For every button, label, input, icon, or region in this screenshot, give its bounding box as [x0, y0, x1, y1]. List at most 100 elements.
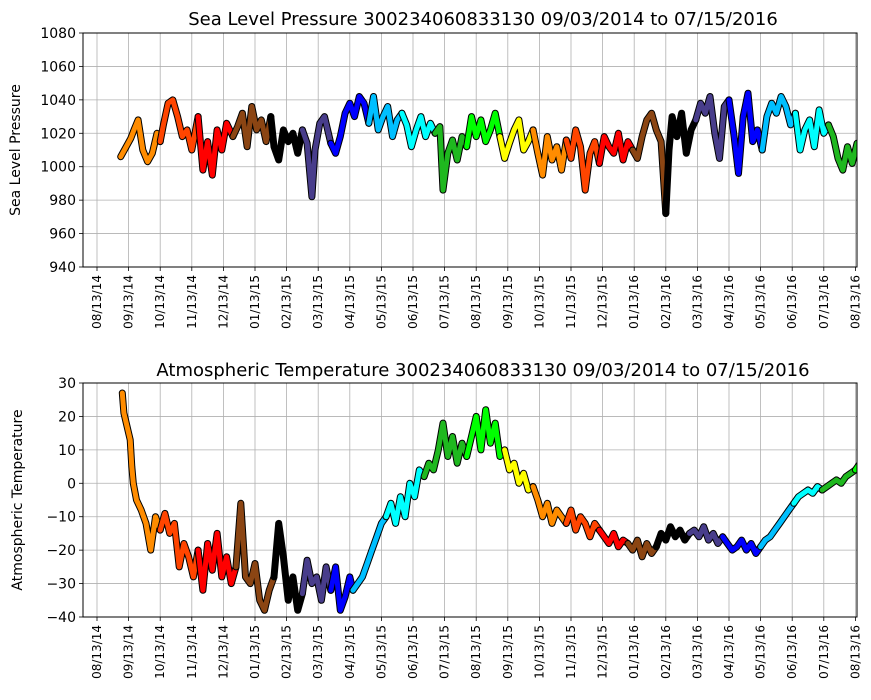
y-tick-label: 10	[58, 443, 76, 459]
x-tick-label: 12/13/15	[596, 625, 610, 679]
series-line	[195, 530, 239, 593]
x-tick-label: 09/13/14	[122, 625, 136, 679]
x-tick-label: 11/13/14	[185, 625, 199, 679]
x-tick-label: 09/13/14	[122, 275, 136, 329]
x-tick-label: 01/13/15	[248, 625, 262, 679]
x-tick-label: 03/13/16	[690, 275, 704, 329]
x-tick-label: 12/13/15	[596, 275, 610, 329]
x-tick-label: 05/13/16	[754, 625, 768, 679]
series-line	[791, 484, 825, 506]
x-tick-label: 09/13/15	[501, 275, 515, 329]
series-line	[663, 110, 699, 216]
x-tick-label: 12/13/14	[216, 625, 230, 679]
series-line	[530, 127, 569, 178]
series-line	[502, 447, 536, 493]
series-line	[399, 110, 438, 150]
x-tick-label: 06/13/15	[406, 625, 420, 679]
x-tick-label: 11/13/15	[564, 275, 578, 329]
series-line	[328, 564, 356, 613]
plot-frame	[82, 32, 858, 268]
x-tick-label: 03/13/15	[311, 275, 325, 329]
series-line	[758, 500, 797, 550]
x-tick-label: 05/13/15	[374, 275, 388, 329]
x-tick-label: 04/13/15	[343, 625, 357, 679]
chart-title: Sea Level Pressure 300234060833130 09/03…	[188, 9, 778, 30]
series-line	[826, 122, 857, 173]
x-tick-label: 02/13/15	[280, 275, 294, 329]
y-tick-label: 960	[49, 227, 76, 243]
x-tick-label: 06/13/16	[785, 625, 799, 679]
x-tick-label: 08/13/14	[90, 275, 104, 329]
x-tick-label: 02/13/16	[659, 625, 673, 679]
x-tick-label: 10/13/15	[532, 625, 546, 679]
y-tick-label: 0	[67, 476, 76, 492]
x-tick-label: 10/13/14	[153, 275, 167, 329]
series-line	[596, 527, 631, 550]
x-tick-label: 03/13/16	[690, 625, 704, 679]
x-tick-label: 05/13/15	[374, 625, 388, 679]
x-tick-label: 06/13/16	[785, 275, 799, 329]
series-line	[119, 390, 163, 553]
x-tick-label: 08/13/16	[848, 275, 862, 329]
y-tick-label: 30	[58, 376, 76, 392]
x-tick-label: 08/13/14	[90, 625, 104, 679]
series-line	[271, 520, 305, 613]
y-tick-label: −20	[46, 543, 76, 559]
chart-title: Atmospheric Temperature 300234060833130 …	[156, 360, 809, 381]
x-tick-label: 04/13/15	[343, 275, 357, 329]
series-line	[464, 407, 508, 459]
series-line	[596, 130, 636, 166]
series-line	[726, 90, 765, 176]
series-line	[118, 117, 163, 165]
series-line	[563, 507, 602, 540]
series-line	[233, 500, 277, 613]
series-line	[759, 94, 798, 153]
x-tick-label: 04/13/16	[722, 625, 736, 679]
y-tick-label: 1000	[40, 160, 76, 176]
x-tick-label: 11/13/15	[564, 625, 578, 679]
plot-frame	[82, 382, 858, 618]
series-line	[350, 514, 389, 593]
x-tick-label: 04/13/16	[722, 275, 736, 329]
series-line	[157, 510, 201, 580]
x-tick-label: 02/13/15	[280, 625, 294, 679]
x-tick-label: 07/13/15	[438, 625, 452, 679]
x-tick-label: 02/13/16	[659, 275, 673, 329]
x-tick-label: 01/13/16	[627, 625, 641, 679]
series-line	[862, 133, 871, 158]
x-tick-label: 08/13/15	[469, 625, 483, 679]
data-layer	[117, 89, 871, 217]
x-tick-label: 01/13/15	[248, 275, 262, 329]
series-line	[563, 127, 602, 193]
series-line	[653, 524, 692, 550]
y-axis-label: Sea Level Pressure	[8, 84, 24, 216]
series-line	[693, 94, 732, 161]
x-tick-label: 05/13/16	[754, 275, 768, 329]
series-line	[383, 467, 427, 526]
series-line	[366, 94, 405, 140]
y-tick-label: 940	[49, 260, 76, 276]
x-tick-label: 08/13/16	[848, 625, 862, 679]
y-axis-label: Atmospheric Temperature	[10, 409, 26, 590]
series-line	[328, 94, 372, 156]
series-line	[687, 524, 726, 546]
series-line	[195, 114, 236, 178]
series-line	[432, 124, 470, 193]
y-tick-label: −40	[46, 610, 76, 626]
x-tick-label: 10/13/15	[532, 275, 546, 329]
x-tick-label: 03/13/15	[311, 625, 325, 679]
series-line	[421, 420, 470, 480]
series-line	[464, 110, 503, 150]
y-tick-label: 980	[49, 193, 76, 209]
x-tick-label: 07/13/16	[817, 275, 831, 329]
series-line	[852, 463, 857, 473]
x-tick-label: 11/13/14	[185, 275, 199, 329]
series-outline	[862, 133, 871, 158]
y-tick-label: 20	[58, 409, 76, 425]
series-line	[157, 97, 201, 153]
series-line	[819, 467, 857, 493]
x-tick-label: 08/13/15	[469, 275, 483, 329]
series-line	[299, 114, 334, 200]
x-tick-label: 10/13/14	[153, 625, 167, 679]
data-layer	[118, 389, 857, 614]
